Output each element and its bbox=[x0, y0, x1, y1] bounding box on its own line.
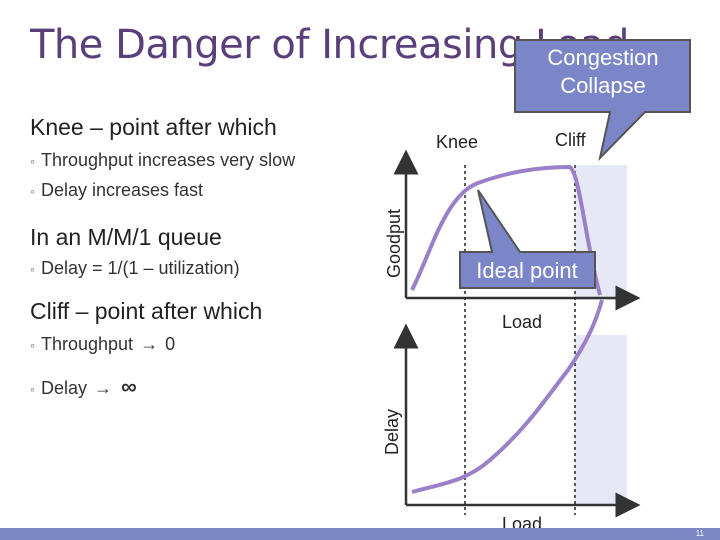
ideal-point-text: Ideal point bbox=[476, 258, 578, 283]
congestion-collapse-callout bbox=[514, 39, 691, 162]
page-number: 11 bbox=[695, 529, 704, 538]
bullet-icon: ◦ bbox=[30, 381, 35, 397]
right-arrow-icon: → bbox=[94, 378, 113, 398]
bullet-icon: ◦ bbox=[30, 153, 35, 169]
knee-item-1: ◦ Throughput increases very slow bbox=[30, 150, 296, 170]
mm1-item-1: ◦ Delay = 1/(1 – utilization) bbox=[30, 258, 240, 278]
congestion-callout-text: Congestion Collapse bbox=[547, 45, 659, 98]
knee-label: Knee bbox=[436, 132, 479, 152]
cliff-item-1: ◦ Throughput → 0 bbox=[30, 334, 176, 354]
goodput-axis-label: Goodput bbox=[384, 208, 404, 278]
cliff-label: Cliff bbox=[555, 130, 586, 150]
delay-axis-label: Delay bbox=[382, 408, 402, 455]
goodput-curve bbox=[410, 164, 602, 296]
mm1-heading: In an M/M/1 queue bbox=[30, 224, 222, 250]
bullet-icon: ◦ bbox=[30, 337, 35, 353]
bullet-icon: ◦ bbox=[30, 183, 35, 199]
top-load-axis-label: Load bbox=[502, 312, 543, 332]
cliff-heading: Cliff – point after which bbox=[30, 298, 263, 324]
bullet-icon: ◦ bbox=[30, 261, 35, 277]
right-arrow-icon: → bbox=[140, 334, 159, 354]
congestion-region-bottom bbox=[575, 335, 627, 505]
knee-heading: Knee – point after which bbox=[30, 114, 277, 140]
cliff-item-2: ◦ Delay → ∞ bbox=[30, 374, 137, 399]
footer-bar bbox=[0, 528, 720, 540]
knee-item-2: ◦ Delay increases fast bbox=[30, 180, 204, 200]
delay-curve bbox=[411, 299, 604, 494]
ideal-point-callout bbox=[459, 189, 596, 289]
